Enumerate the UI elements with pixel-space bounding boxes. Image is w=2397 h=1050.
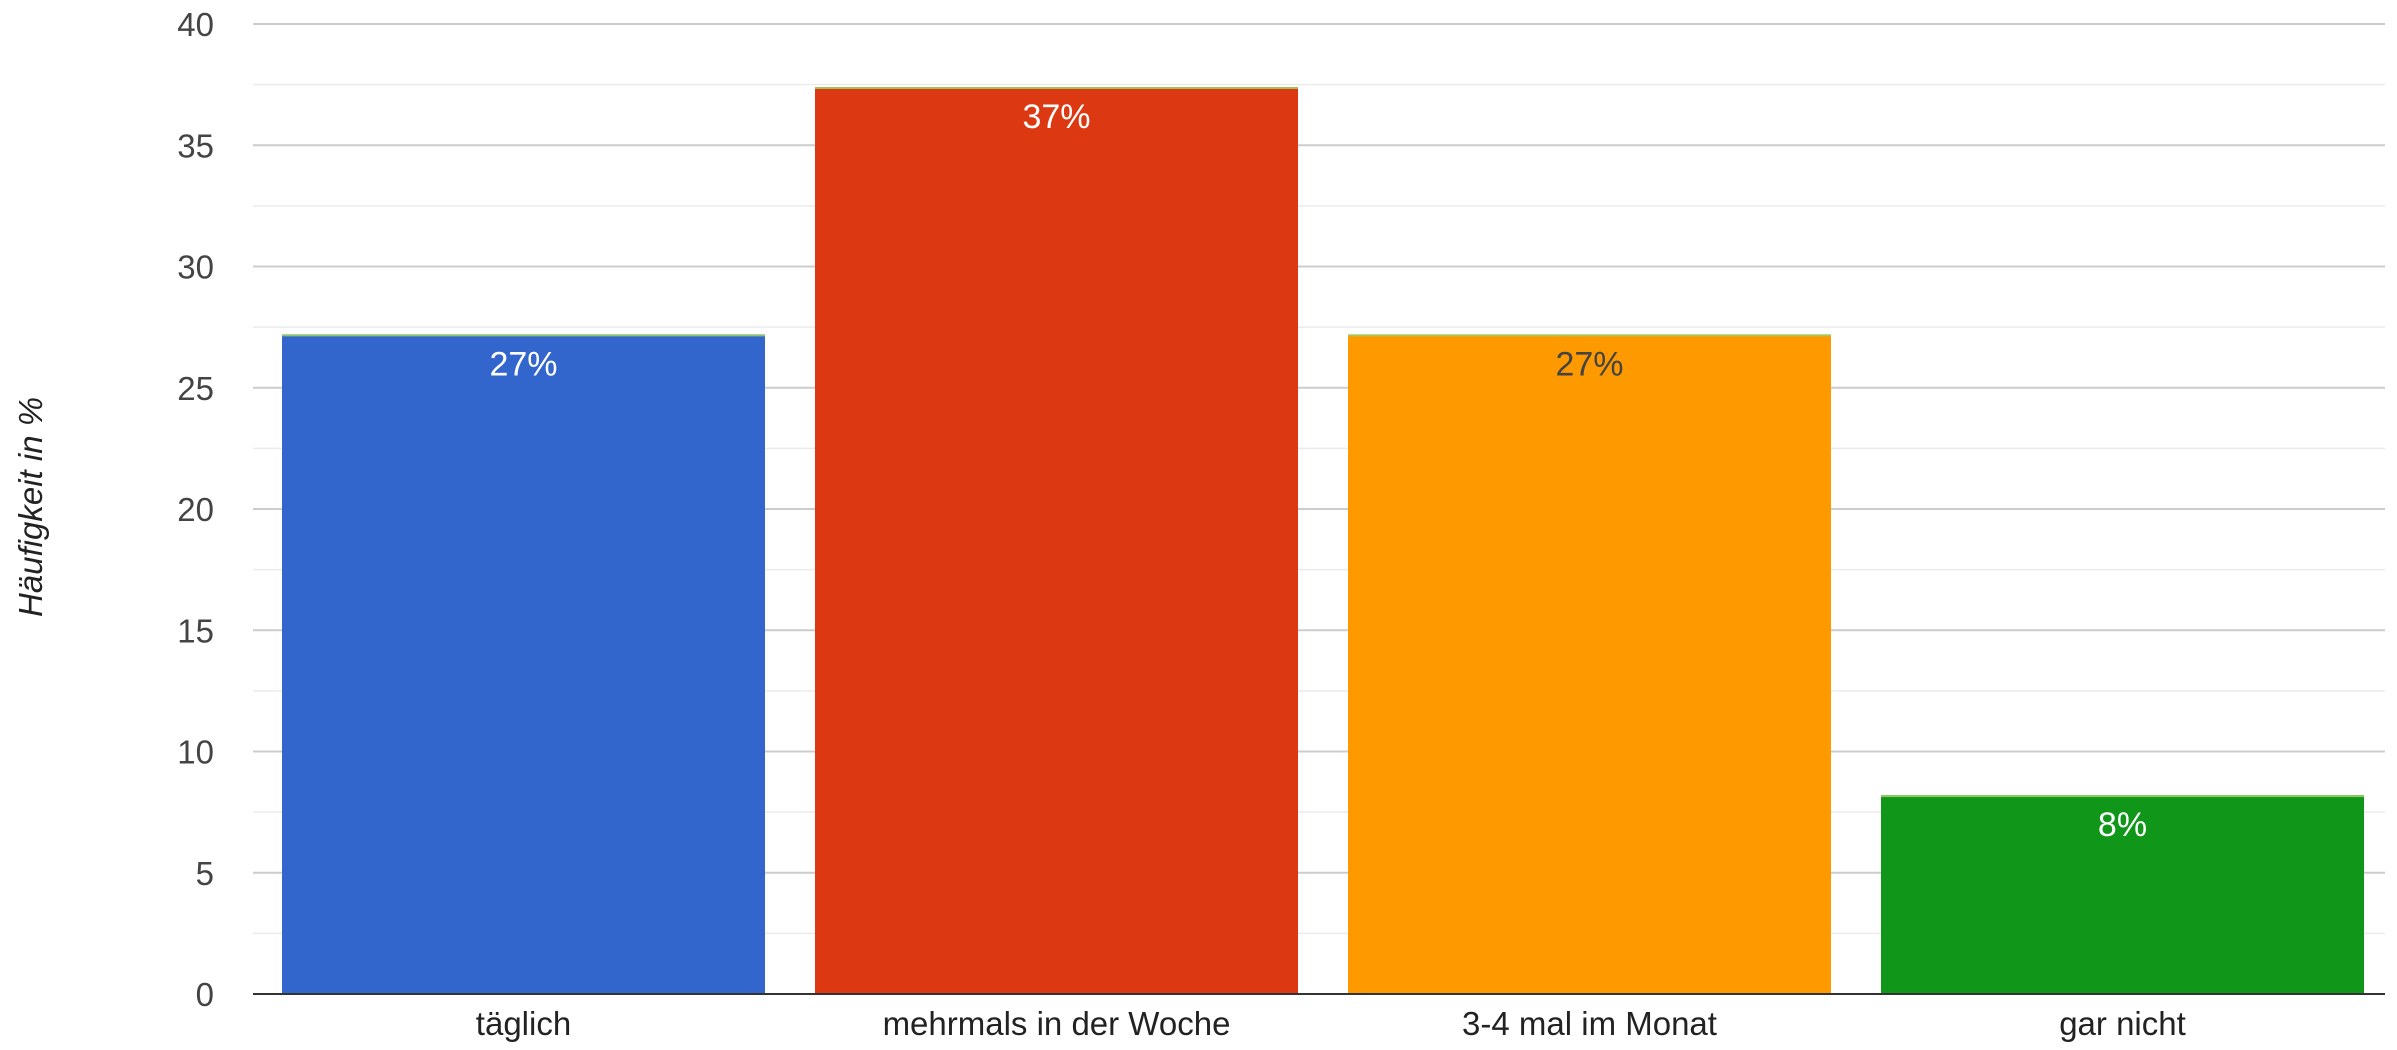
x-tick-label: mehrmals in der Woche [883,1005,1231,1042]
data-label: 37% [1022,98,1090,136]
y-tick-label: 25 [177,370,214,407]
bar-2[interactable] [815,87,1298,995]
x-tick-label: täglich [476,1005,571,1042]
y-tick-label: 20 [177,491,214,528]
y-tick-label: 40 [177,6,214,43]
data-label: 27% [489,345,557,383]
data-label: 27% [1555,345,1623,383]
y-tick-label: 30 [177,249,214,286]
y-axis-title: Häufigkeit in % [12,397,49,617]
y-tick-label: 0 [196,976,214,1013]
bar-3[interactable] [1348,334,1831,994]
y-axis-ticks: 0 5 10 15 20 25 30 35 40 [177,6,214,1013]
x-axis-ticks: täglich mehrmals in der Woche 3-4 mal im M… [476,1005,2186,1042]
data-label: 8% [2098,806,2147,844]
bar-1[interactable] [282,334,765,994]
y-tick-label: 10 [177,734,214,771]
bar-4[interactable] [1881,795,2364,994]
data-labels: 27% 37% 27% 8% [489,98,2147,844]
y-tick-label: 5 [196,855,214,892]
y-tick-label: 35 [177,127,214,164]
bars [282,87,2364,995]
x-tick-label: gar nicht [2059,1005,2186,1042]
y-tick-label: 15 [177,612,214,649]
x-tick-label: 3-4 mal im Monat [1462,1005,1717,1042]
